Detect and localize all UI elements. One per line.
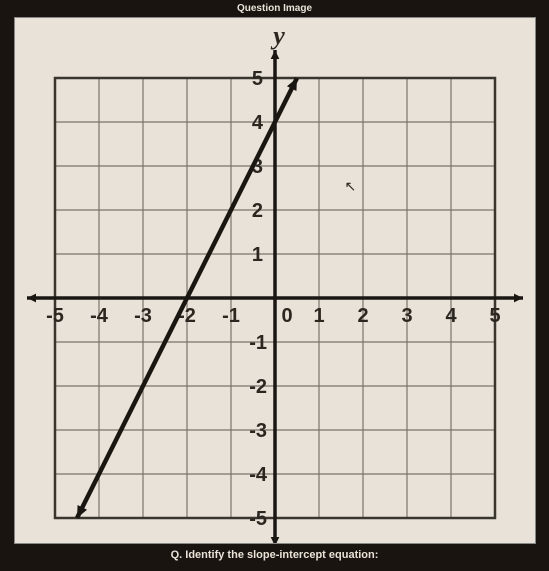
header-title: Question Image [237,3,312,14]
header-strip: Question Image [0,0,549,18]
svg-text:y: y [270,21,285,50]
svg-text:3: 3 [401,305,412,327]
svg-text:-2: -2 [249,376,267,398]
svg-text:-5: -5 [46,305,64,327]
svg-text:-5: -5 [249,508,267,530]
svg-text:-3: -3 [134,305,152,327]
svg-text:5: 5 [251,68,262,90]
svg-text:-4: -4 [249,464,268,486]
svg-text:1: 1 [313,305,324,327]
svg-text:4: 4 [445,305,457,327]
svg-text:-4: -4 [90,305,109,327]
coordinate-plane: -5-4-3-2-101234512345-1-2-3-4-5yx [15,18,535,543]
svg-text:0: 0 [281,305,292,327]
svg-text:1: 1 [251,244,262,266]
question-caption: Q. Identify the slope-intercept equation… [0,543,549,561]
svg-text:-3: -3 [249,420,267,442]
svg-text:4: 4 [251,112,263,134]
caption-text: Q. Identify the slope-intercept equation… [171,549,379,561]
svg-text:2: 2 [251,200,262,222]
svg-text:-1: -1 [222,305,240,327]
svg-text:5: 5 [489,305,500,327]
chart-panel: -5-4-3-2-101234512345-1-2-3-4-5yx ↖ [15,18,535,543]
svg-text:-1: -1 [249,332,267,354]
svg-text:2: 2 [357,305,368,327]
